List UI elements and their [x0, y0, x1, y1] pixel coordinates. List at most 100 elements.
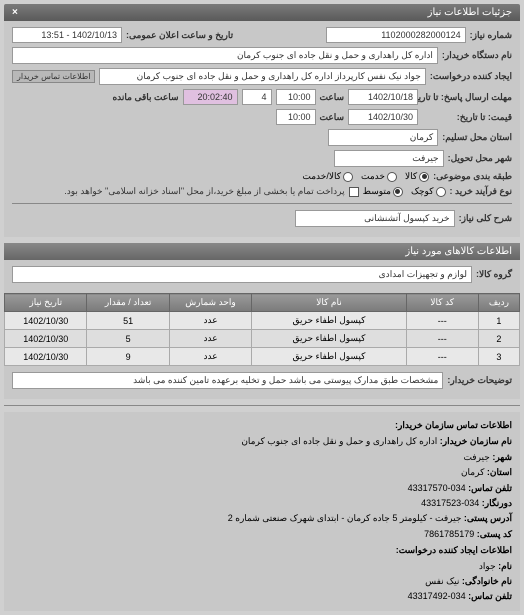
table-cell: 3: [478, 348, 519, 366]
radio-goods[interactable]: کالا: [405, 171, 429, 182]
radio-small[interactable]: کوچک: [411, 186, 446, 197]
table-row: 1---کپسول اطفاء حریقعدد511402/10/30: [5, 312, 520, 330]
province-label: استان محل تسلیم:: [442, 132, 512, 143]
radio-icon: [393, 187, 403, 197]
deadline-date-field: 1402/10/18: [348, 89, 418, 105]
radio-icon: [343, 172, 353, 182]
treasury-checkbox[interactable]: [349, 187, 359, 197]
table-cell: 9: [87, 348, 169, 366]
items-table: ردیفکد کالانام کالاواحد شمارشتعداد / مقد…: [4, 293, 520, 366]
category-radio-group: کالا خدمت کالا/خدمت: [302, 171, 429, 182]
contact-postal-value: 7861785179: [424, 529, 474, 539]
main-form: شماره نیاز: 1102000282000124 تاریخ و ساع…: [4, 21, 520, 237]
radio-service[interactable]: خدمت: [361, 171, 397, 182]
process-radio-group: کوچک متوسط: [363, 186, 446, 197]
table-cell: 5: [87, 330, 169, 348]
request-number-field: 1102000282000124: [326, 27, 466, 43]
table-cell: ---: [406, 312, 478, 330]
contact-fax-label: دورنگار:: [482, 498, 512, 508]
deadline-label: مهلت ارسال پاسخ: تا تاریخ:: [422, 92, 512, 103]
radio-icon: [419, 172, 429, 182]
city-field: جیرفت: [334, 150, 444, 167]
remaining-label: ساعت باقی مانده: [112, 92, 178, 103]
dialog-header: جزئیات اطلاعات نیاز ×: [4, 4, 520, 21]
radio-icon: [436, 187, 446, 197]
contact-info-block: اطلاعات تماس سازمان خریدار: نام سازمان خ…: [4, 412, 520, 611]
need-title-field: خرید کپسول آتشنشانی: [295, 210, 455, 227]
days-field: 4: [242, 89, 272, 105]
org-label: نام دستگاه خریدار:: [442, 50, 512, 61]
contact-province-value: کرمان: [461, 467, 484, 477]
price-until-time-field: 10:00: [276, 109, 316, 125]
creator-field: جواد نیک نفس کارپرداز اداره کل راهداری و…: [99, 68, 425, 85]
contact-city-label: شهر:: [492, 452, 512, 462]
org-name-value: اداره کل راهداری و حمل و نقل جاده ای جنو…: [241, 436, 437, 446]
contact-phone-label: تلفن تماس:: [468, 483, 512, 493]
contact-address-value: جیرفت - کیلومتر 5 جاده کرمان - ابتدای شه…: [228, 513, 462, 523]
deadline-time-field: 10:00: [276, 89, 316, 105]
table-cell: کپسول اطفاء حریق: [252, 348, 407, 366]
contact-address-label: آدرس پستی:: [464, 513, 512, 523]
contact-link[interactable]: اطلاعات تماس خریدار: [12, 70, 95, 83]
table-cell: 1402/10/30: [5, 348, 87, 366]
contact-section-title: اطلاعات تماس سازمان خریدار:: [12, 418, 512, 432]
creator-name-label: نام:: [498, 561, 512, 571]
contact-province-label: استان:: [487, 467, 512, 477]
creator-tel-value: 034-43317492: [408, 591, 466, 601]
table-cell: 1: [478, 312, 519, 330]
radio-both[interactable]: کالا/خدمت: [302, 171, 353, 182]
org-name-label: نام سازمان خریدار:: [440, 436, 512, 446]
remaining-time-field: 20:02:40: [183, 89, 238, 105]
announce-label: تاریخ و ساعت اعلان عمومی:: [126, 30, 233, 41]
table-cell: عدد: [169, 330, 251, 348]
table-header: تعداد / مقدار: [87, 294, 169, 312]
table-cell: 1402/10/30: [5, 312, 87, 330]
request-number-label: شماره نیاز:: [470, 30, 512, 41]
creator-tel-label: تلفن تماس:: [468, 591, 512, 601]
contact-phone-value: 034-43317570: [408, 483, 466, 493]
process-note: پرداخت تمام یا بخشی از مبلغ خرید،از محل …: [64, 186, 344, 197]
table-row: 2---کپسول اطفاء حریقعدد51402/10/30: [5, 330, 520, 348]
deadline-time-label: ساعت: [320, 92, 345, 103]
items-section-header: اطلاعات کالاهای مورد نیاز: [4, 243, 520, 260]
table-header: تاریخ نیاز: [5, 294, 87, 312]
need-title-label: شرح کلی نیاز:: [459, 213, 512, 224]
price-until-time-label: ساعت: [320, 112, 345, 123]
group-field: لوازم و تجهیزات امدادی: [12, 266, 472, 283]
group-label: گروه کالا:: [476, 269, 512, 280]
table-cell: ---: [406, 330, 478, 348]
table-header: نام کالا: [252, 294, 407, 312]
org-field: اداره کل راهداری و حمل و نقل جاده ای جنو…: [12, 47, 438, 64]
announce-field: 1402/10/13 - 13:51: [12, 27, 122, 43]
city-label: شهر محل تحویل:: [448, 153, 512, 164]
creator-label: ایجاد کننده درخواست:: [430, 71, 512, 82]
table-row: 3---کپسول اطفاء حریقعدد91402/10/30: [5, 348, 520, 366]
contact-fax-value: 034-43317523: [421, 498, 479, 508]
buyer-notes-field: مشخصات طبق مدارک پیوستی می باشد حمل و تخ…: [12, 372, 443, 389]
radio-medium[interactable]: متوسط: [363, 186, 403, 197]
table-cell: عدد: [169, 348, 251, 366]
creator-family-value: نیک نفس: [425, 576, 459, 586]
creator-family-label: نام خانوادگی:: [462, 576, 512, 586]
price-until-date-field: 1402/10/30: [348, 109, 418, 125]
table-header: ردیف: [478, 294, 519, 312]
dialog-title: جزئیات اطلاعات نیاز: [428, 7, 512, 18]
close-icon[interactable]: ×: [12, 7, 18, 18]
table-cell: کپسول اطفاء حریق: [252, 330, 407, 348]
buyer-notes-label: توضیحات خریدار:: [447, 375, 512, 386]
table-cell: ---: [406, 348, 478, 366]
creator-section-title: اطلاعات ایجاد کننده درخواست:: [12, 543, 512, 557]
table-cell: کپسول اطفاء حریق: [252, 312, 407, 330]
contact-city-value: جیرفت: [463, 452, 489, 462]
table-cell: عدد: [169, 312, 251, 330]
category-label: طبقه بندی موضوعی:: [433, 171, 512, 182]
creator-name-value: جواد: [479, 561, 496, 571]
table-cell: 51: [87, 312, 169, 330]
radio-icon: [387, 172, 397, 182]
contact-postal-label: کد پستی:: [477, 529, 512, 539]
table-header: کد کالا: [406, 294, 478, 312]
province-field: کرمان: [328, 129, 438, 146]
process-label: نوع فرآیند خرید :: [450, 186, 513, 197]
table-cell: 2: [478, 330, 519, 348]
price-until-label: قیمت: تا تاریخ:: [422, 112, 512, 123]
